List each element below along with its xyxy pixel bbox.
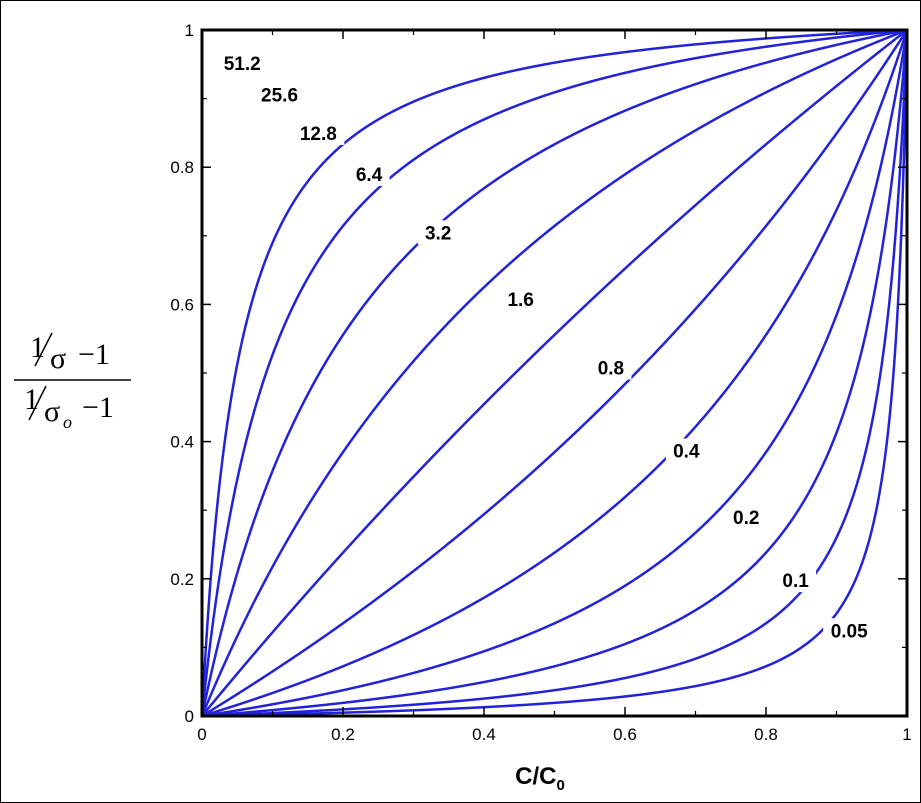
series-line-25-6 [201, 29, 909, 718]
y-label-num-minus-one: −1 [78, 338, 110, 371]
series-label-bg-3-2 [417, 220, 459, 245]
series-label-bg-51-2 [216, 50, 269, 75]
y-label-den-sigma: σ [44, 395, 60, 428]
tick-labels-group: 0 0.2 0.4 0.6 0.8 1 0 0.2 0.4 0.6 0.8 1 [170, 21, 911, 744]
ticks-group [201, 29, 908, 717]
series-label-6-4: 6.4 [356, 165, 383, 186]
series-label-25-6: 25.6 [261, 85, 298, 106]
series-label-bg-0-4 [665, 438, 707, 463]
series-label-0-8: 0.8 [598, 359, 624, 380]
series-line-0-05 [200, 28, 908, 717]
series-label-0-1: 0.1 [782, 571, 809, 592]
x-tick-label: 1 [902, 725, 911, 744]
series-line-0-8 [201, 29, 908, 717]
series-line-3-2 [201, 29, 909, 718]
y-label-den-one: 1 [24, 383, 39, 416]
series-label-1-6: 1.6 [507, 290, 533, 311]
series-line-0-2 [200, 28, 908, 717]
y-label-den-sub: o [63, 412, 72, 432]
series-label-bg-6-4 [348, 162, 390, 187]
y-tick-label: 0 [185, 707, 194, 726]
y-tick-label: 0.2 [170, 570, 194, 589]
series-label-0-05: 0.05 [831, 621, 868, 642]
series-label-bg-0-1 [775, 568, 817, 593]
series-line-0-1 [200, 28, 908, 717]
x-tick-label: 0.2 [331, 725, 355, 744]
series-line-1-6 [201, 29, 909, 718]
series-label-0-4: 0.4 [673, 442, 700, 463]
series-label-bg-0-05 [823, 618, 876, 643]
x-tick-label: 0 [197, 725, 206, 744]
series-line-51-2 [201, 29, 909, 718]
series-label-bg-25-6 [253, 82, 306, 107]
series-label-bg-0-2 [725, 505, 767, 530]
x-tick-label: 0.8 [754, 725, 778, 744]
series-line-0-4 [200, 28, 908, 717]
y-tick-label: 1 [185, 21, 194, 40]
series-label-bg-12-8 [292, 120, 345, 145]
y-label-num-slash [34, 332, 53, 367]
x-axis-label: C/C0 [515, 763, 565, 794]
x-tick-label: 0.6 [613, 725, 637, 744]
series-line-6-4 [201, 29, 909, 718]
curve-labels-group: 51.225.612.8 6.4 3.2 1.6 0.8 0.4 0.2 0.1 0.05 [216, 50, 876, 643]
series-line-12-8 [201, 29, 909, 718]
series-label-3-2: 3.2 [425, 223, 451, 244]
series-label-0-2: 0.2 [733, 508, 759, 529]
series-label-12-8: 12.8 [300, 124, 337, 145]
curves-group [200, 28, 909, 718]
y-tick-label: 0.4 [170, 433, 194, 452]
y-label-den-slash [28, 385, 47, 421]
y-tick-label: 0.6 [170, 295, 194, 314]
y-label-num-one: 1 [30, 331, 45, 364]
x-tick-label: 0.4 [472, 725, 496, 744]
y-tick-label: 0.8 [170, 158, 194, 177]
series-label-bg-1-6 [500, 286, 542, 311]
y-axis-label: 1 σ −1 1 σ o −1 [14, 331, 131, 432]
series-label-51-2: 51.2 [224, 54, 261, 75]
y-label-den-minus-one: −1 [82, 391, 114, 424]
series-label-bg-0-8 [590, 355, 632, 380]
y-label-num-sigma: σ [50, 342, 66, 375]
